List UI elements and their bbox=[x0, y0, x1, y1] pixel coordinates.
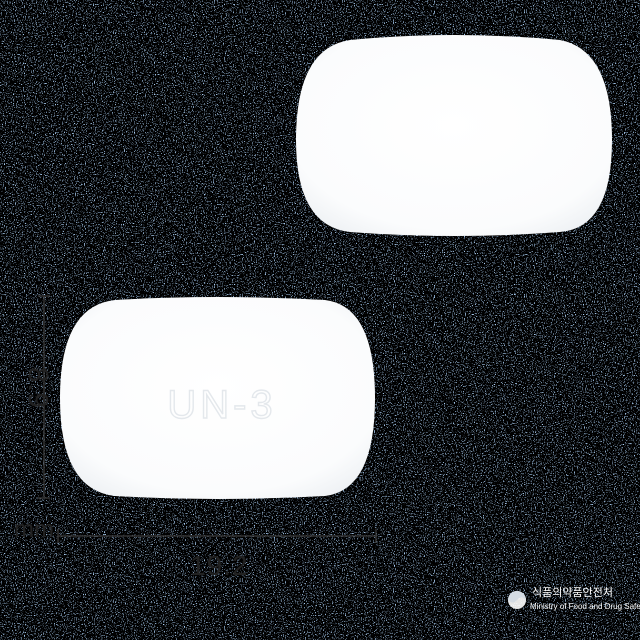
ministry-emblem-icon bbox=[508, 591, 526, 609]
height-dimension-line bbox=[38, 295, 50, 499]
watermark-subtitle: Ministry of Food and Drug Safety bbox=[530, 602, 640, 611]
height-measurement: 8.9 bbox=[23, 367, 54, 409]
width-dimension-line bbox=[57, 529, 377, 543]
width-measurement: 19.2 bbox=[190, 550, 249, 581]
tablet-front-view bbox=[60, 297, 375, 499]
watermark-title: 식품의약품안전처 bbox=[532, 587, 613, 599]
unit-label: mm bbox=[14, 516, 54, 543]
watermark: 식품의약품안전처 Ministry of Food and Drug Safet… bbox=[508, 582, 640, 622]
tablet-imprint: UN-3 bbox=[167, 383, 276, 427]
tablet-back-view bbox=[296, 35, 612, 236]
